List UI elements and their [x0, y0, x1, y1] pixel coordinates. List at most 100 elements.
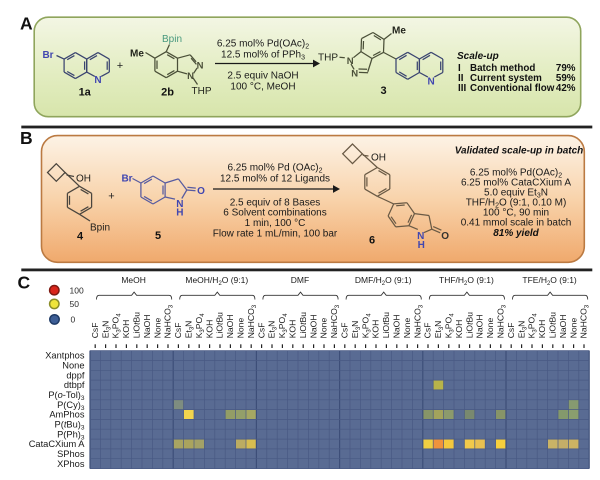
svg-text:N: N — [197, 61, 204, 72]
svg-text:dtbpf: dtbpf — [64, 380, 85, 390]
svg-text:MeOH: MeOH — [121, 275, 146, 285]
svg-text:Conventional flow: Conventional flow — [470, 83, 555, 94]
svg-text:CsF: CsF — [173, 323, 183, 339]
svg-text:C: C — [18, 273, 31, 293]
svg-text:I: I — [458, 63, 461, 74]
svg-text:NaHCO3​: NaHCO3​ — [496, 304, 508, 338]
svg-text:CsF: CsF — [423, 323, 433, 339]
svg-text:LiOtBu: LiOtBu — [215, 312, 225, 338]
svg-text:42%: 42% — [556, 83, 576, 94]
svg-text:NaOH: NaOH — [142, 314, 152, 338]
svg-text:O: O — [197, 186, 205, 197]
svg-text:6: 6 — [369, 235, 375, 247]
svg-text:Et3​N: Et3​N — [100, 321, 112, 339]
svg-text:1a: 1a — [79, 87, 92, 99]
svg-text:LiOtBu: LiOtBu — [298, 312, 308, 338]
svg-text:XPhos: XPhos — [57, 459, 85, 469]
svg-text:Xantphos: Xantphos — [45, 351, 85, 361]
svg-text:3: 3 — [380, 85, 386, 97]
svg-text:LiOtBu: LiOtBu — [548, 312, 558, 338]
svg-text:THF/H2​O (9:1, 0.10 M): THF/H2​O (9:1, 0.10 M) — [466, 198, 567, 210]
svg-text:+: + — [108, 191, 114, 203]
svg-text:Current system: Current system — [470, 73, 542, 84]
svg-text:Br: Br — [42, 50, 53, 61]
svg-text:NaHCO3​: NaHCO3​ — [246, 304, 258, 338]
svg-text:None: None — [485, 318, 495, 339]
svg-text:N: N — [351, 69, 358, 80]
svg-text:LiOtBu: LiOtBu — [132, 312, 142, 338]
svg-text:Et3​N: Et3​N — [516, 321, 528, 339]
svg-text:N: N — [94, 75, 101, 86]
svg-text:Batch method: Batch method — [470, 63, 535, 74]
svg-text:100: 100 — [70, 285, 84, 295]
svg-text:P(tBu)3​: P(tBu)3​ — [55, 420, 85, 432]
svg-text:50: 50 — [70, 299, 80, 309]
svg-text:CsF: CsF — [506, 323, 516, 339]
svg-text:KOH: KOH — [454, 320, 464, 339]
svg-text:5: 5 — [155, 230, 161, 242]
svg-text:Bpin: Bpin — [90, 223, 110, 234]
svg-text:TFE/H2​O (9:1): TFE/H2​O (9:1) — [522, 275, 576, 287]
svg-text:59%: 59% — [556, 73, 576, 84]
svg-text:2b: 2b — [161, 87, 174, 99]
svg-text:NaOH: NaOH — [558, 314, 568, 338]
svg-text:Br: Br — [121, 174, 132, 185]
svg-text:None: None — [568, 318, 578, 339]
svg-text:6.25 mol% Pd(OAc)2​: 6.25 mol% Pd(OAc)2​ — [470, 168, 562, 180]
svg-text:N: N — [176, 199, 183, 210]
svg-text:6.25 mol% Pd (OAc)2​: 6.25 mol% Pd (OAc)2​ — [227, 163, 322, 175]
svg-text:KOH: KOH — [371, 320, 381, 339]
svg-text:NaHCO3​: NaHCO3​ — [412, 304, 424, 338]
svg-text:Flow rate 1 mL/min, 100 bar: Flow rate 1 mL/min, 100 bar — [213, 229, 338, 240]
svg-text:P(o-Tol)3​: P(o-Tol)3​ — [48, 390, 85, 402]
svg-text:AmPhos: AmPhos — [49, 410, 84, 420]
svg-text:NaHCO3​: NaHCO3​ — [579, 304, 591, 338]
svg-text:NaOH: NaOH — [308, 314, 318, 338]
svg-text:6 Solvent combinations: 6 Solvent combinations — [223, 208, 326, 219]
svg-text:CsF: CsF — [256, 323, 266, 339]
svg-text:DMF: DMF — [291, 275, 309, 285]
svg-text:Et3​N: Et3​N — [350, 321, 362, 339]
svg-text:Me: Me — [130, 49, 144, 60]
svg-text:CsF: CsF — [340, 323, 350, 339]
svg-text:N: N — [347, 56, 354, 67]
svg-text:KOH: KOH — [288, 320, 298, 339]
svg-text:B: B — [20, 128, 33, 148]
svg-text:LiOtBu: LiOtBu — [464, 312, 474, 338]
svg-text:0: 0 — [71, 314, 76, 324]
svg-text:THF/H2​O (9:1): THF/H2​O (9:1) — [439, 275, 494, 287]
svg-text:NaHCO3​: NaHCO3​ — [329, 304, 341, 338]
svg-text:None: None — [236, 318, 246, 339]
svg-text:100 °C, MeOH: 100 °C, MeOH — [230, 82, 295, 93]
svg-text:CataCXium A: CataCXium A — [29, 439, 86, 449]
svg-text:NaOH: NaOH — [225, 314, 235, 338]
svg-text:None: None — [319, 318, 329, 339]
svg-text:12.5 mol% of PPh3​: 12.5 mol% of PPh3​ — [221, 50, 305, 62]
svg-text:0.41 mmol scale in batch: 0.41 mmol scale in batch — [461, 218, 572, 229]
svg-text:1 min, 100 °C: 1 min, 100 °C — [245, 218, 306, 229]
svg-text:Et3​N: Et3​N — [433, 321, 445, 339]
svg-text:6.25 mol% CataCXium A: 6.25 mol% CataCXium A — [461, 178, 571, 189]
svg-text:79%: 79% — [556, 63, 576, 74]
svg-text:NaOH: NaOH — [392, 314, 402, 338]
svg-text:P(Cy)3​: P(Cy)3​ — [57, 400, 85, 412]
svg-text:P(Ph)3​: P(Ph)3​ — [57, 429, 85, 441]
svg-text:+: + — [117, 60, 123, 72]
svg-text:6.25 mol% Pd(OAc)2​: 6.25 mol% Pd(OAc)2​ — [217, 39, 309, 51]
svg-text:2.5 equiv of 8 Bases: 2.5 equiv of 8 Bases — [230, 198, 321, 209]
svg-text:O: O — [441, 231, 449, 242]
svg-text:CsF: CsF — [90, 323, 100, 339]
svg-text:OH: OH — [76, 174, 91, 185]
svg-text:A: A — [20, 13, 33, 33]
svg-text:H: H — [176, 208, 183, 219]
svg-text:12.5 mol% of 12 Ligands: 12.5 mol% of 12 Ligands — [220, 174, 330, 185]
svg-text:OH: OH — [371, 153, 386, 164]
svg-text:II: II — [458, 73, 464, 84]
svg-text:KOH: KOH — [204, 320, 214, 339]
svg-text:H: H — [418, 240, 425, 251]
svg-text:Me: Me — [392, 26, 406, 37]
svg-text:LiOtBu: LiOtBu — [381, 312, 391, 338]
svg-text:Et3​N: Et3​N — [267, 321, 279, 339]
svg-text:THP: THP — [192, 86, 212, 97]
svg-text:Et3​N: Et3​N — [184, 321, 196, 339]
